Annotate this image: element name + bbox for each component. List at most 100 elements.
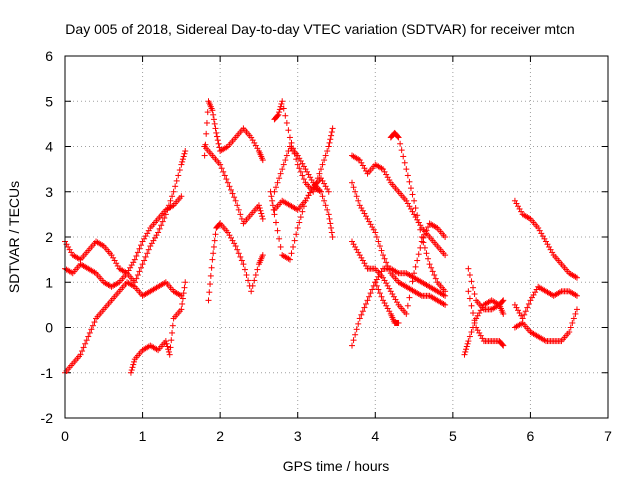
data-point-interp <box>293 156 300 163</box>
data-point-interp <box>276 106 283 113</box>
data-point-interp <box>362 300 369 307</box>
data-point-interp <box>536 227 543 234</box>
data-point-interp <box>133 275 140 282</box>
data-point-interp <box>376 290 383 297</box>
data-point-interp <box>145 246 152 253</box>
x-tick-labels: 0 1 2 3 4 5 6 7 <box>61 428 612 444</box>
data-point-interp <box>167 197 174 204</box>
data-point-interp <box>210 116 217 123</box>
data-point-interp <box>369 224 376 231</box>
data-point-interp <box>249 137 256 144</box>
data-point-interp <box>378 247 385 254</box>
data-point-interp <box>406 178 413 185</box>
data-point-interp <box>278 100 285 107</box>
data-point-interp <box>322 183 329 190</box>
data-point <box>255 202 262 209</box>
data-point-interp <box>326 215 333 222</box>
data-point-interp <box>468 329 475 336</box>
data-point-interp <box>394 299 401 306</box>
data-point <box>465 265 472 272</box>
data-point-interp <box>376 243 383 250</box>
data-point-interp <box>168 337 175 344</box>
data-point-interp <box>83 337 90 344</box>
data-point-interp <box>65 243 72 250</box>
data-point-interp <box>207 281 214 288</box>
data-point-interp <box>474 312 481 319</box>
series-track-w <box>511 306 580 345</box>
data-point-interp <box>179 300 186 307</box>
y-tick-label: 1 <box>45 274 53 290</box>
data-point <box>209 107 216 114</box>
data-point <box>411 197 418 204</box>
data-point-interp <box>256 205 263 212</box>
data-point-interp <box>476 310 483 317</box>
data-point-interp <box>412 263 419 270</box>
data-point-interp <box>359 162 366 169</box>
data-point-interp <box>547 246 554 253</box>
data-point-interp <box>297 168 304 175</box>
x-tick-label: 4 <box>371 428 379 444</box>
data-point-interp <box>420 234 427 241</box>
data-point-interp <box>321 197 328 204</box>
data-point-interp <box>226 183 233 190</box>
data-point-interp <box>79 348 86 355</box>
data-point-interp <box>567 324 574 331</box>
data-point <box>442 292 449 299</box>
data-point-interp <box>386 285 393 292</box>
data-point-interp <box>546 243 553 250</box>
data-point-interp <box>358 205 365 212</box>
data-point-interp <box>392 296 399 303</box>
data-point-interp <box>130 259 137 266</box>
data-point-interp <box>181 150 188 157</box>
data-point-interp <box>243 272 250 279</box>
data-point-interp <box>307 189 314 196</box>
data-point-interp <box>238 215 245 222</box>
data-point <box>317 166 324 173</box>
series-track-d <box>127 279 189 376</box>
data-point <box>232 197 239 204</box>
data-point-interp <box>114 262 121 269</box>
data-point-interp <box>305 171 312 178</box>
data-point-interp <box>541 235 548 242</box>
data-point-interp <box>80 344 87 351</box>
data-point <box>511 197 518 204</box>
data-point <box>465 338 472 345</box>
data-point-interp <box>326 139 333 146</box>
data-point-interp <box>128 367 135 374</box>
data-point-interp <box>296 155 303 162</box>
data-point-interp <box>251 277 258 284</box>
series-track-k <box>271 175 332 213</box>
data-point-interp <box>362 167 369 174</box>
data-point-interp <box>384 305 391 312</box>
data-point-interp <box>381 168 388 175</box>
data-point-interp <box>572 310 579 317</box>
data-point-interp <box>409 278 416 285</box>
data-point <box>162 211 169 218</box>
data-point-interp <box>328 129 335 136</box>
data-point-interp <box>212 125 219 132</box>
data-point-interp <box>204 109 211 116</box>
data-point-interp <box>134 272 141 279</box>
data-point-interp <box>269 197 276 204</box>
data-point-interp <box>280 105 287 112</box>
data-point-interp <box>350 184 357 191</box>
data-point-interp <box>212 231 219 238</box>
data-point-interp <box>296 219 303 226</box>
data-point-interp <box>515 307 522 314</box>
data-point <box>372 279 379 286</box>
data-point-interp <box>156 225 163 232</box>
x-tick-label: 0 <box>61 428 69 444</box>
data-point-interp <box>141 235 148 242</box>
data-point <box>372 229 379 236</box>
data-point-interp <box>319 193 326 200</box>
series-track-g <box>205 220 266 304</box>
data-point-interp <box>307 174 314 181</box>
data-point-interp <box>151 234 158 241</box>
x-tick-label: 3 <box>294 428 302 444</box>
data-point <box>224 179 231 186</box>
series-track-j <box>267 184 324 263</box>
data-point <box>325 211 332 218</box>
data-point-interp <box>169 329 176 336</box>
data-point-interp <box>269 202 276 209</box>
data-point-interp <box>321 180 328 187</box>
